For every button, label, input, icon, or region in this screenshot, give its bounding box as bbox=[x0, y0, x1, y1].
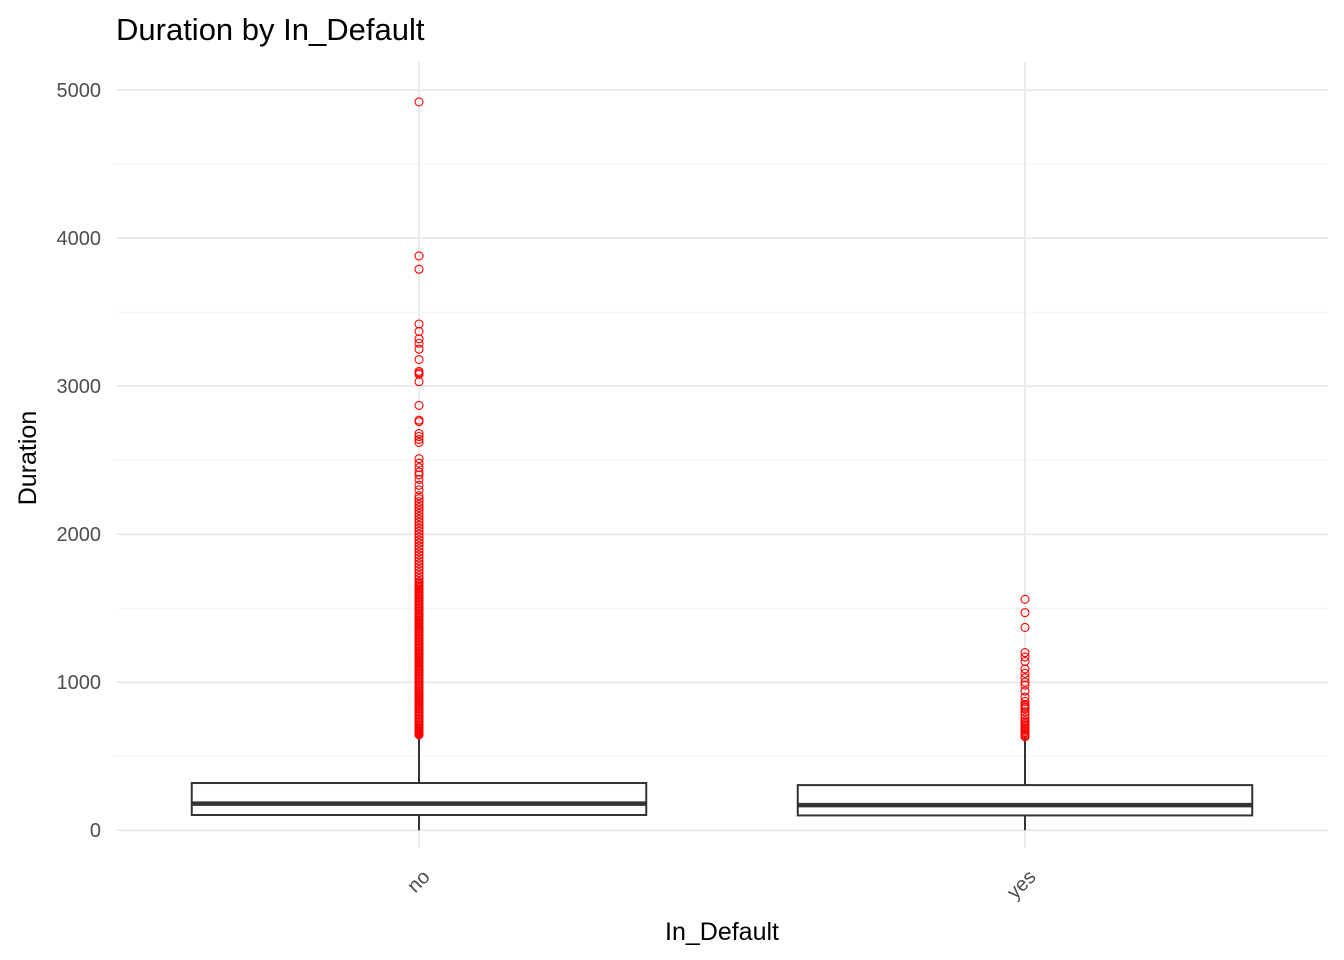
outlier-point-yes bbox=[1020, 692, 1030, 702]
outlier-point-yes bbox=[1020, 713, 1030, 723]
outlier-point-no bbox=[414, 574, 424, 584]
outlier-point-no bbox=[414, 541, 424, 551]
outlier-point-no bbox=[414, 480, 424, 490]
outlier-point-no bbox=[414, 538, 424, 548]
outlier-point-yes bbox=[1020, 622, 1030, 632]
outlier-point-no bbox=[414, 532, 424, 542]
outlier-points bbox=[414, 97, 1030, 742]
outlier-point-yes bbox=[1020, 648, 1030, 658]
outlier-point-no bbox=[414, 400, 424, 410]
outlier-point-no bbox=[414, 523, 424, 533]
outlier-point-yes bbox=[1020, 699, 1030, 709]
outlier-point-no bbox=[414, 264, 424, 274]
outlier-point-yes bbox=[1020, 707, 1030, 717]
outlier-point-no bbox=[414, 377, 424, 387]
outlier-point-no bbox=[414, 497, 424, 507]
outlier-point-no bbox=[414, 568, 424, 578]
y-tick-label: 4000 bbox=[57, 228, 102, 250]
outlier-point-no bbox=[414, 338, 424, 348]
outlier-point-yes bbox=[1020, 594, 1030, 604]
outlier-point-no bbox=[414, 415, 424, 425]
outlier-point-no bbox=[414, 467, 424, 477]
outlier-point-no bbox=[414, 454, 424, 464]
outlier-point-yes bbox=[1020, 608, 1030, 618]
y-axis-ticks: 0 1000 2000 3000 4000 5000 bbox=[57, 80, 102, 842]
outlier-point-no bbox=[414, 514, 424, 524]
x-tick-label-no: no bbox=[403, 866, 434, 897]
outlier-point-no bbox=[414, 520, 424, 530]
outlier-point-no bbox=[414, 470, 424, 480]
outlier-point-no bbox=[414, 434, 424, 445]
outlier-point-no bbox=[414, 366, 424, 376]
outlier-point-no bbox=[414, 529, 424, 539]
x-axis-title: In_Default bbox=[665, 918, 779, 946]
outlier-point-no bbox=[414, 474, 424, 484]
y-tick-label: 1000 bbox=[57, 672, 102, 694]
outlier-point-yes bbox=[1020, 652, 1030, 662]
y-tick-label: 2000 bbox=[57, 524, 102, 546]
outlier-point-no bbox=[414, 547, 424, 557]
outlier-point-no bbox=[414, 491, 424, 501]
chart-title: Duration by In_Default bbox=[116, 12, 425, 47]
outlier-point-no bbox=[414, 571, 424, 581]
outlier-point-yes bbox=[1020, 677, 1030, 687]
box-no bbox=[190, 782, 648, 816]
outlier-point-no bbox=[414, 550, 424, 560]
outlier-point-no bbox=[414, 502, 424, 513]
outlier-point-yes bbox=[1020, 673, 1030, 683]
outlier-point-no bbox=[414, 508, 424, 519]
outlier-point-no bbox=[414, 559, 424, 569]
outlier-point-no bbox=[414, 458, 424, 468]
outlier-point-no bbox=[414, 494, 424, 504]
y-tick-label: 0 bbox=[90, 820, 101, 842]
outlier-point-yes bbox=[1020, 696, 1030, 707]
outlier-point-no bbox=[414, 544, 424, 554]
outlier-point-no bbox=[414, 326, 424, 336]
outlier-point-no bbox=[414, 428, 424, 439]
outlier-point-no bbox=[414, 344, 424, 354]
outlier-point-yes bbox=[1020, 710, 1030, 720]
outlier-point-no bbox=[414, 319, 424, 329]
outlier-point-no bbox=[414, 535, 424, 545]
outlier-point-no bbox=[414, 97, 424, 107]
outlier-point-no bbox=[414, 437, 424, 447]
outlier-point-yes bbox=[1020, 680, 1030, 690]
outlier-point-no bbox=[414, 500, 424, 510]
outlier-point-yes bbox=[1020, 656, 1030, 667]
outlier-point-yes bbox=[1020, 668, 1030, 678]
grid-lines bbox=[116, 62, 1328, 848]
outlier-point-no bbox=[414, 485, 424, 495]
outlier-point-yes bbox=[1020, 716, 1030, 726]
outlier-point-no bbox=[414, 334, 424, 344]
outlier-point-no bbox=[414, 526, 424, 536]
boxes bbox=[190, 735, 1254, 831]
outlier-point-no bbox=[414, 553, 424, 563]
y-tick-label: 3000 bbox=[57, 376, 102, 398]
outlier-point-no bbox=[414, 505, 424, 516]
outlier-point-yes bbox=[1020, 664, 1030, 674]
outlier-point-yes bbox=[1020, 686, 1030, 696]
outlier-point-no bbox=[414, 565, 424, 575]
y-axis-title: Duration bbox=[14, 411, 42, 506]
outlier-point-no bbox=[414, 251, 424, 261]
y-tick-label: 5000 bbox=[57, 80, 102, 102]
x-axis-ticks: no yes bbox=[403, 866, 1040, 904]
outlier-point-no bbox=[414, 463, 424, 473]
outlier-point-no bbox=[414, 562, 424, 572]
outlier-point-no bbox=[414, 354, 424, 365]
outlier-point-no bbox=[414, 511, 424, 521]
outlier-point-no bbox=[414, 431, 424, 442]
x-tick-label-yes: yes bbox=[1003, 866, 1041, 904]
outlier-point-no bbox=[414, 517, 424, 527]
outlier-point-no bbox=[414, 577, 424, 587]
box-yes bbox=[796, 784, 1254, 817]
outlier-point-no bbox=[414, 556, 424, 566]
